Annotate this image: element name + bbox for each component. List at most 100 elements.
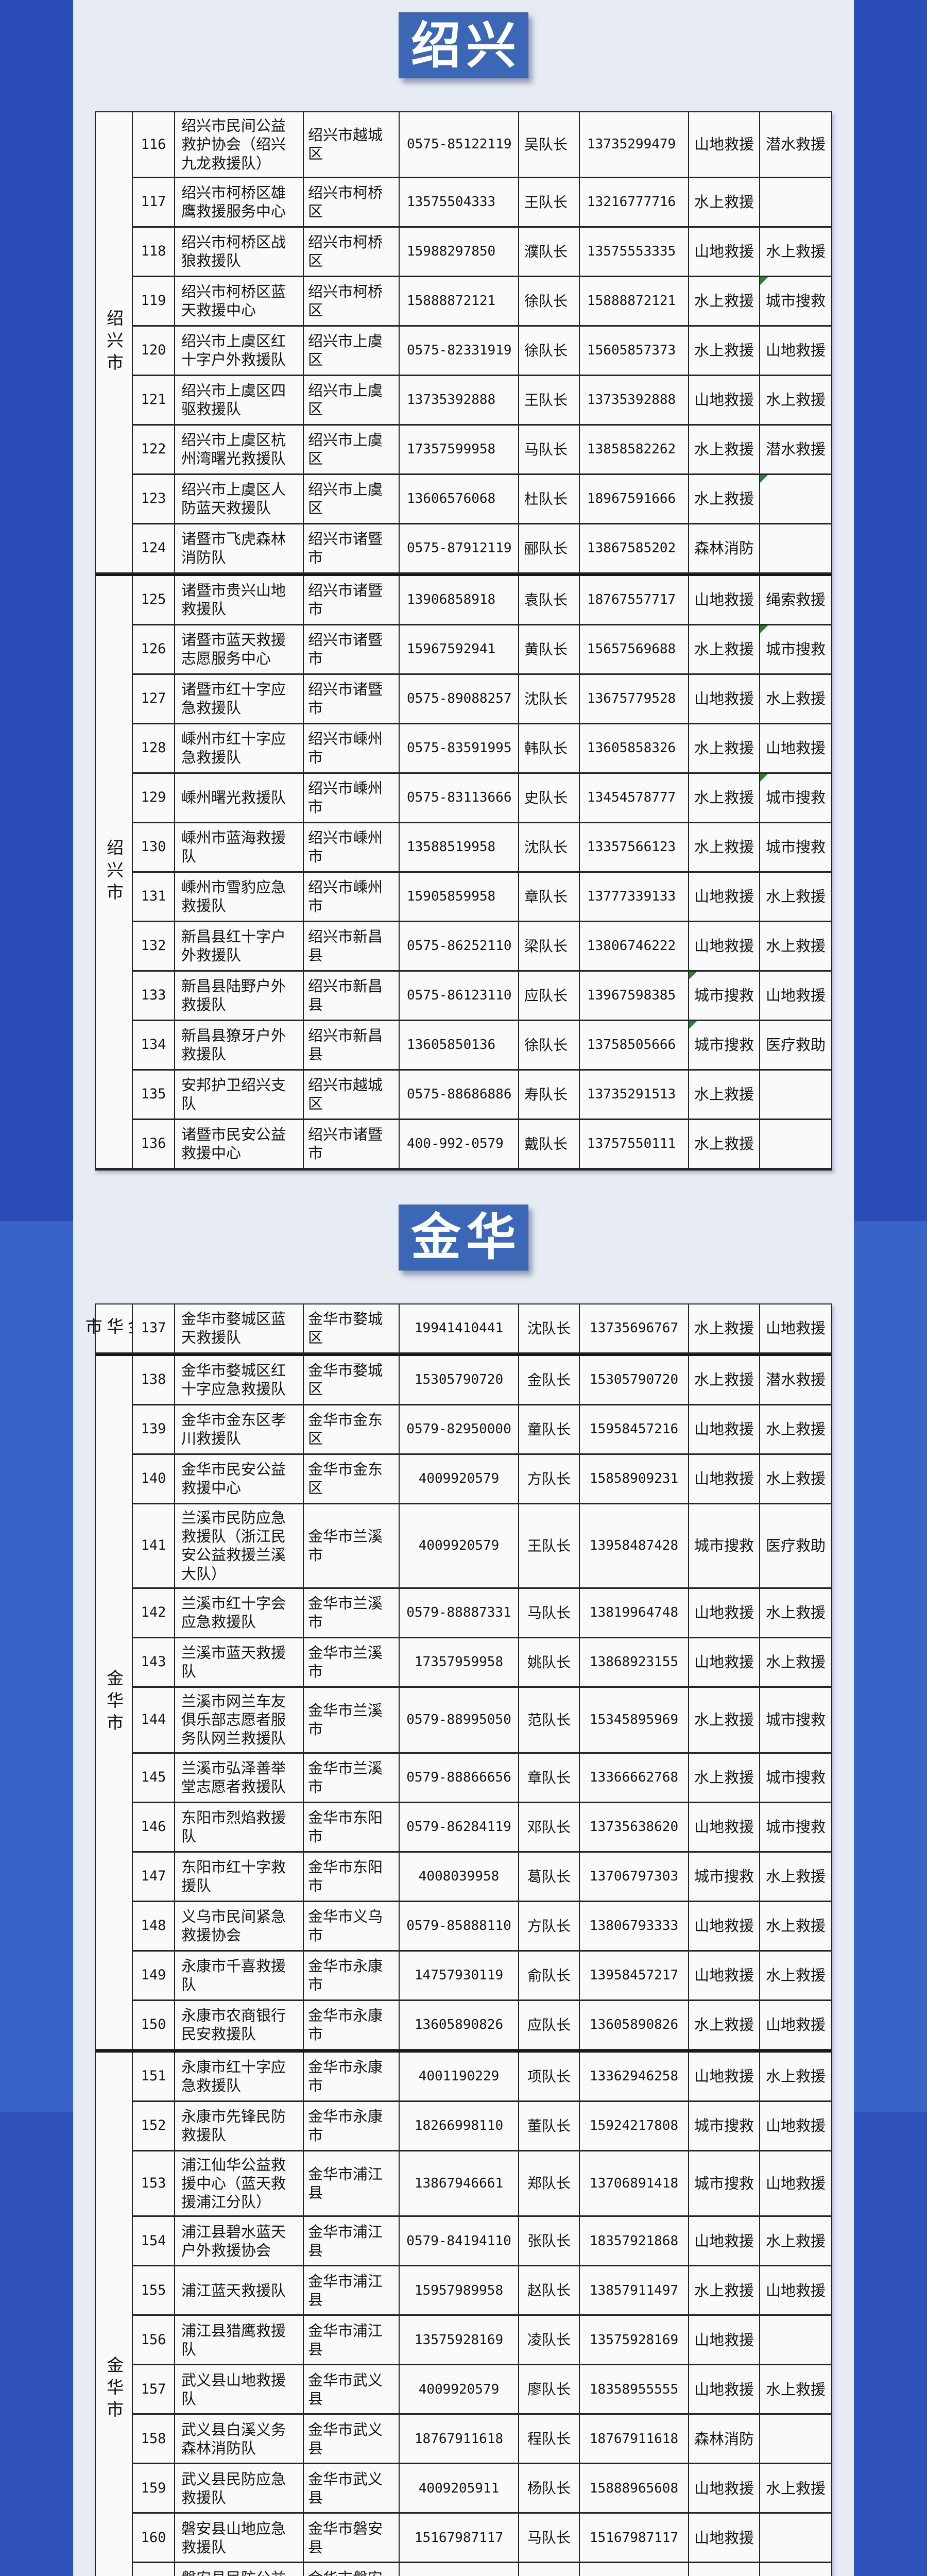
- cell-rescue-type-1: 山地救援: [689, 1803, 760, 1853]
- cell-serial-number: 157: [133, 2365, 175, 2415]
- cell-team-name: 浦江县碧水蓝天户外救援协会: [175, 2217, 304, 2267]
- cell-rescue-type-2: 水上救援: [760, 1638, 831, 1688]
- cell-rescue-type-1: 城市搜救: [689, 971, 760, 1021]
- cell-location: 金华市永康市: [304, 2001, 400, 2050]
- cell-rescue-type-1: 森林消防: [689, 524, 760, 574]
- cell-rescue-type-2: 城市搜救: [760, 1803, 831, 1853]
- cell-rescue-type-1: 山地救援: [689, 1588, 760, 1638]
- cell-team-name: 嵊州曙光救援队: [175, 773, 304, 823]
- cell-serial-number: 125: [133, 575, 175, 625]
- city-title-badge: 绍兴: [399, 12, 528, 78]
- cell-serial-number: 154: [133, 2217, 175, 2267]
- cell-contact-person: 童队长: [519, 1405, 580, 1455]
- cell-serial-number: 142: [133, 1588, 175, 1638]
- cell-contact-person: 郑队长: [519, 2151, 580, 2217]
- cell-rescue-type-2: 水上救援: [760, 2563, 831, 2576]
- cell-location: 金华市兰溪市: [304, 1504, 400, 1589]
- cell-location: 绍兴市越城区: [304, 1070, 400, 1120]
- cell-rescue-type-1: 山地救援: [689, 2217, 760, 2267]
- cell-contact-person: 俞队长: [519, 1951, 580, 2001]
- cell-mobile: 13216777716: [580, 178, 689, 228]
- cell-phone: 0575-86252110: [400, 922, 519, 972]
- cell-mobile: 13735291513: [580, 1070, 689, 1120]
- cell-rescue-type-2: 医疗救助: [760, 1504, 831, 1589]
- cell-contact-person: 董队长: [519, 2102, 580, 2151]
- table-page: 金华市 138 金华市婺城区红十字应急救援队 金华市婺城区 1530579072…: [96, 1353, 831, 2050]
- cell-team-name: 永康市红十字应急救援队: [175, 2052, 304, 2102]
- cell-team-name: 永康市千喜救援队: [175, 1951, 304, 2001]
- cell-serial-number: 116: [133, 112, 175, 178]
- cell-team-name: 兰溪市蓝天救援队: [175, 1638, 304, 1688]
- cell-team-name: 金华市民安公益救援中心: [175, 1454, 304, 1504]
- cell-contact-person: 程队长: [519, 2415, 580, 2465]
- cell-phone: 15905859958: [400, 872, 519, 922]
- cell-serial-number: 136: [133, 1120, 175, 1170]
- cell-location: 金华市兰溪市: [304, 1753, 400, 1803]
- cell-rescue-type-2: [760, 474, 831, 524]
- cell-serial-number: 120: [133, 326, 175, 376]
- cell-phone: 4001049958: [400, 2563, 519, 2576]
- left-blue-band: [0, 0, 73, 2576]
- table-page: 金华市 151 永康市红十字应急救援队 金华市永康市 4001190229 项队…: [96, 2050, 831, 2576]
- cell-rescue-type-2: [760, 1120, 831, 1170]
- cell-mobile: 13819964748: [580, 1588, 689, 1638]
- cell-location: 金华市武义县: [304, 2415, 400, 2465]
- cell-rescue-type-2: [760, 1070, 831, 1120]
- cell-rescue-type-2: 水上救援: [760, 922, 831, 972]
- cell-phone: 0575-88686886: [400, 1070, 519, 1120]
- cell-rescue-type-1: 水上救援: [689, 773, 760, 823]
- cell-contact-person: 沈队长: [519, 674, 580, 724]
- cell-team-name: 诸暨市红十字应急救援队: [175, 674, 304, 724]
- cell-mobile: 15924217808: [580, 2102, 689, 2151]
- cell-contact-person: 赵队长: [519, 2266, 580, 2316]
- cell-phone: 0575-87912119: [400, 524, 519, 574]
- cell-serial-number: 117: [133, 178, 175, 228]
- cell-rescue-type-2: 水上救援: [760, 1405, 831, 1455]
- cell-location: 绍兴市诸暨市: [304, 674, 400, 724]
- cell-team-name: 兰溪市弘泽善举堂志愿者救援队: [175, 1753, 304, 1803]
- cell-serial-number: 135: [133, 1070, 175, 1120]
- cell-serial-number: 144: [133, 1687, 175, 1754]
- cell-team-name: 新昌县陆野户外救援队: [175, 971, 304, 1021]
- cell-rescue-type-2: 水上救援: [760, 674, 831, 724]
- cell-rescue-type-1: 水上救援: [689, 425, 760, 475]
- cell-contact-person: 徐队长: [519, 1021, 580, 1071]
- cell-contact-person: 范队长: [519, 1687, 580, 1754]
- cell-location: 金华市浦江县: [304, 2151, 400, 2217]
- cell-location: 金华市武义县: [304, 2365, 400, 2415]
- cell-mobile: 13758505666: [580, 1021, 689, 1071]
- cell-team-name: 嵊州市蓝海救援队: [175, 823, 304, 873]
- cell-phone: 4001190229: [400, 2052, 519, 2102]
- cell-serial-number: 122: [133, 425, 175, 475]
- cell-contact-person: 邓队长: [519, 1803, 580, 1853]
- cell-mobile: 13777339133: [580, 872, 689, 922]
- cell-contact-person: 金队长: [519, 1355, 580, 1405]
- city-label-cell: 绍兴市: [96, 575, 133, 1170]
- cell-phone: 0579-88887331: [400, 1588, 519, 1638]
- cell-rescue-type-2: [760, 2316, 831, 2366]
- cell-team-name: 绍兴市民间公益救护协会（绍兴九龙救援队）: [175, 112, 304, 178]
- cell-phone: 18767911618: [400, 2415, 519, 2465]
- cell-location: 金华市武义县: [304, 2464, 400, 2514]
- cell-rescue-type-2: 水上救援: [760, 2052, 831, 2102]
- cell-mobile: 13706797303: [580, 1852, 689, 1902]
- cell-phone: 14757930119: [400, 1951, 519, 2001]
- cell-location: 金华市婺城区: [304, 1355, 400, 1405]
- cell-rescue-type-1: 城市搜救: [689, 1504, 760, 1589]
- cell-team-name: 磐安县民防公益救援队: [175, 2563, 304, 2576]
- cell-rescue-type-1: 水上救援: [689, 1687, 760, 1754]
- cell-team-name: 永康市农商银行民安救援队: [175, 2001, 304, 2050]
- cell-contact-person: 张队长: [519, 2217, 580, 2267]
- cell-team-name: 诸暨市蓝天救援志愿服务中心: [175, 625, 304, 675]
- cell-mobile: 15958457216: [580, 1405, 689, 1455]
- cell-serial-number: 159: [133, 2464, 175, 2514]
- cell-rescue-type-2: 城市搜救: [760, 1753, 831, 1803]
- cell-phone: 15988297850: [400, 227, 519, 277]
- cell-phone: 0579-85888110: [400, 1902, 519, 1952]
- cell-contact-person: 方队长: [519, 1454, 580, 1504]
- cell-contact-person: 杜队长: [519, 474, 580, 524]
- city-label-cell: 金华市: [96, 1355, 133, 2050]
- cell-mobile: 13858582262: [580, 425, 689, 475]
- cell-mobile: 13806793333: [580, 1902, 689, 1952]
- cell-phone: 0579-88995050: [400, 1687, 519, 1754]
